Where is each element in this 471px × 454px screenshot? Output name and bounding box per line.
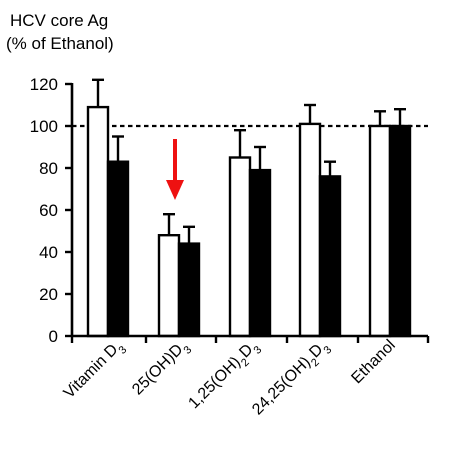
y-axis-title-line-1: HCV core Ag xyxy=(10,11,108,30)
y-tick-label-40: 40 xyxy=(39,243,58,262)
label-text: 1,25(OH) xyxy=(185,354,244,413)
label-text: 24,25(OH) xyxy=(249,354,314,419)
y-axis-title-line-2: (% of Ethanol) xyxy=(6,34,114,53)
x-tick-label-1: 25(OH)D3 xyxy=(129,337,194,402)
bar-series-0-cat-2 xyxy=(228,156,252,338)
x-tick-label-3: 24,25(OH)2D3 xyxy=(249,337,334,422)
bar-series-0-cat-4 xyxy=(368,124,392,338)
label-text: Vitamin D xyxy=(61,341,122,402)
plot-area: 0 20 40 60 80 100 120 Vitamin D3 25(OH)D31,25(OH… xyxy=(30,75,430,422)
y-tick-label-60: 60 xyxy=(39,201,58,220)
bar-series-0-cat-3 xyxy=(298,122,322,338)
label-text: Ethanol xyxy=(348,337,398,387)
bar-series-1-cat-2 xyxy=(248,168,272,338)
x-tick-label-4: Ethanol xyxy=(348,337,398,387)
bar-series-1-cat-1 xyxy=(177,242,201,338)
y-tick-label-0: 0 xyxy=(49,327,58,346)
red-arrow-head xyxy=(166,180,184,200)
bar-series-0-cat-1 xyxy=(157,233,181,338)
y-axis-title: HCV core Ag (% of Ethanol) xyxy=(6,11,114,53)
y-tick-label-100: 100 xyxy=(30,117,58,136)
label-text: 25(OH)D xyxy=(129,341,186,398)
y-tick-label-120: 120 xyxy=(30,75,58,94)
bar-series-1-cat-3 xyxy=(318,175,342,338)
x-tick-label-0: Vitamin D3 xyxy=(61,337,130,406)
y-tick-label-80: 80 xyxy=(39,159,58,178)
bar-series-1-cat-4 xyxy=(388,124,412,338)
y-tick-label-20: 20 xyxy=(39,285,58,304)
bar-series-0-cat-0 xyxy=(86,105,110,338)
bar-series-1-cat-0 xyxy=(106,160,130,338)
